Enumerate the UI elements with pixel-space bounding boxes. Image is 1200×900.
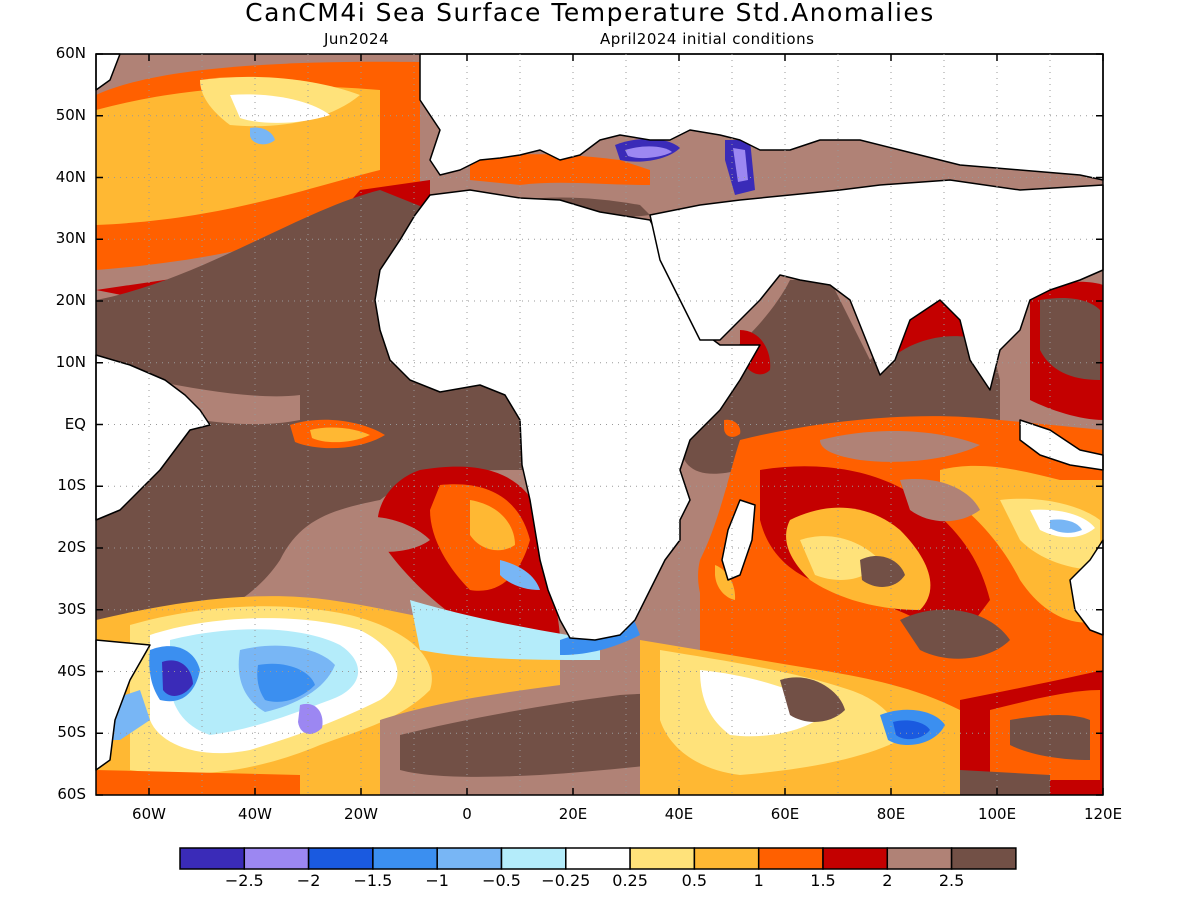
colorbar-swatch	[757, 847, 824, 870]
lon-tick-label: 60E	[770, 805, 800, 823]
sst-anomaly-field	[96, 54, 1103, 795]
colorbar-label: −1	[425, 871, 449, 890]
colorbar-swatch	[500, 847, 567, 870]
colorbar-label: 0.5	[681, 871, 708, 890]
colorbar-label: −0.25	[541, 871, 591, 890]
lat-tick-label: 20S	[57, 538, 86, 556]
lat-tick-label: 20N	[55, 291, 86, 309]
lon-tick-label: 40E	[664, 805, 694, 823]
lon-tick-label: 60W	[132, 805, 166, 823]
colorbar-label: −2.5	[224, 871, 264, 890]
lon-tick-label: 20W	[344, 805, 378, 823]
colorbar-swatch	[307, 847, 374, 870]
lon-tick-label: 20E	[558, 805, 588, 823]
madagascar-land	[721, 499, 756, 581]
lat-tick-label: 50N	[55, 105, 86, 124]
europe-land	[419, 53, 1104, 181]
lon-tick-label: 40W	[238, 805, 272, 823]
lat-tick-label: 10N	[55, 352, 86, 371]
colorbar-label: 1.5	[810, 871, 836, 890]
colorbar-swatch	[565, 847, 631, 870]
lat-tick-label: 50S	[57, 723, 86, 742]
map-title: CanCM4i Sea Surface Temperature Std.Anom…	[245, 0, 935, 27]
colorbar-swatch	[693, 847, 760, 870]
lat-tick-label: 30S	[57, 599, 86, 618]
asia-land	[649, 179, 1104, 391]
lat-tick-label: 10S	[57, 476, 86, 495]
lon-tick-label: 120E	[1083, 805, 1123, 823]
lat-tick-label: 40N	[55, 167, 86, 186]
lat-tick-label: 60N	[55, 44, 86, 62]
axis-ticks	[96, 53, 1104, 796]
south-america-land	[95, 354, 211, 521]
colorbar-swatch	[629, 847, 696, 870]
lat-tick-label: 60S	[57, 785, 86, 803]
colorbar-swatch	[372, 847, 438, 870]
colorbar-label: 2.5	[938, 871, 965, 890]
lat-tick-label: EQ	[64, 414, 86, 433]
colorbar-swatch	[886, 847, 953, 870]
lat-tick-label: 40S	[57, 661, 86, 680]
init-conditions-label: April2024 initial conditions	[600, 30, 815, 48]
land-masses	[95, 53, 1104, 771]
valid-month-label: Jun2024	[324, 30, 390, 48]
colorbar	[179, 847, 1017, 870]
colorbar-label: 2	[882, 871, 893, 890]
colorbar-label: −1.5	[353, 871, 393, 890]
colorbar-swatch	[822, 847, 889, 870]
colorbar-label: −2	[296, 871, 321, 890]
lon-tick-label: 0	[462, 805, 472, 823]
colorbar-swatch	[436, 847, 503, 870]
colorbar-label: −0.5	[482, 871, 521, 890]
colorbar-swatch	[179, 847, 246, 870]
colorbar-swatch	[950, 847, 1017, 870]
lon-tick-label: 80E	[876, 805, 906, 823]
colorbar-swatch	[243, 847, 310, 870]
lon-tick-label: 100E	[977, 805, 1017, 823]
colorbar-label: 0.25	[612, 871, 648, 890]
colorbar-label: 1	[753, 871, 764, 890]
lat-tick-label: 30N	[55, 229, 86, 248]
